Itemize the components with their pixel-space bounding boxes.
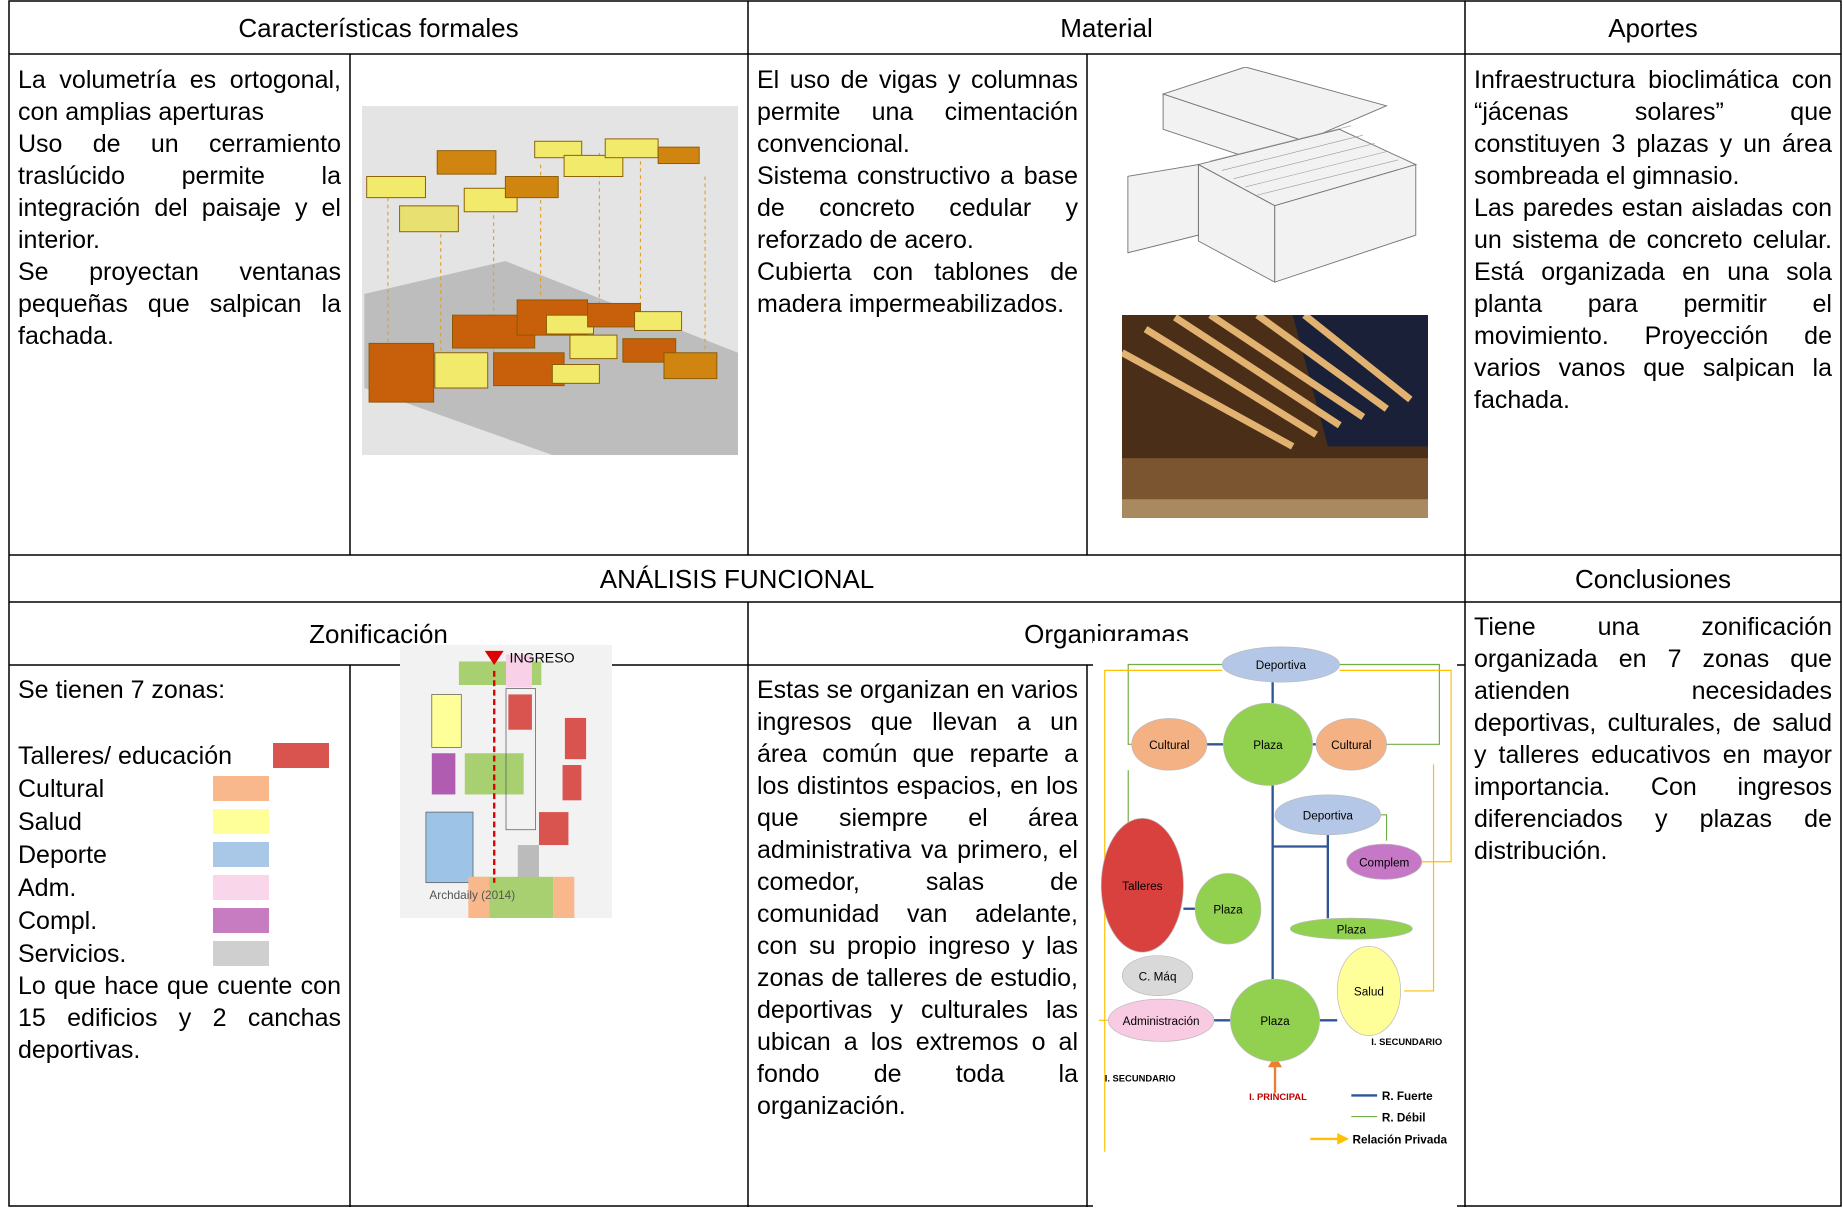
paragraph: Estas se organizan en varios ingresos qu…	[757, 676, 1079, 1120]
zone-list: Talleres/ educación Cultural Salud Deporte A…	[18, 739, 341, 970]
org-node-label: Plaza	[1260, 1015, 1290, 1028]
org-node	[1222, 702, 1313, 786]
paragraph: El uso de vigas y columnas permite una c…	[757, 66, 1078, 158]
header-cell: Aportes	[1608, 12, 1698, 43]
volumetry-image	[362, 106, 738, 455]
section-title: Conclusiones	[1574, 563, 1732, 594]
org-node-label: Plaza	[1253, 739, 1283, 752]
org-node	[1346, 843, 1423, 880]
paragraph: Sistema constructivo a base de concreto …	[757, 162, 1078, 254]
section-title: Zonificación	[309, 618, 448, 649]
org-legend: R. Débil	[1382, 1111, 1426, 1124]
org-node	[1122, 955, 1194, 996]
zone-swatch	[213, 776, 269, 801]
paragraph: Las paredes estan aisladas con un sistem…	[1474, 194, 1832, 414]
org-legend: Relación Privada	[1352, 1134, 1447, 1147]
axonometric-image	[1122, 67, 1424, 308]
org-node	[1194, 873, 1262, 945]
header-cell: Características formales	[238, 12, 519, 43]
section-title: ANÁLISIS FUNCIONAL	[599, 563, 875, 594]
zone-row: Cultural	[18, 772, 341, 805]
zone-swatch	[213, 875, 269, 900]
header-cell: Material	[1060, 12, 1153, 43]
zone-label: Servicios.	[18, 939, 127, 968]
zone-swatch	[213, 941, 269, 966]
org-node-label: Complem	[1359, 856, 1409, 869]
paragraph: Tiene una zonificación organizada en 7 z…	[1474, 613, 1832, 865]
text-cell: Infraestructura bioclimática con “jácena…	[1465, 60, 1841, 420]
org-node-label: C. Máq	[1139, 970, 1177, 983]
org-node	[1289, 917, 1413, 940]
zone-label: Salud	[18, 807, 82, 836]
map-label: INGRESO	[510, 650, 575, 666]
org-node	[1230, 978, 1320, 1062]
text-cell: El uso de vigas y columnas permite una c…	[748, 60, 1087, 324]
paragraph: Lo que hace que cuente con 15 edificios …	[18, 972, 341, 1064]
org-note: I. SECUNDARIO	[1371, 1036, 1442, 1047]
org-node-label: Administración	[1123, 1015, 1200, 1028]
zone-row: Deporte	[18, 838, 341, 871]
org-node-label: Cultural	[1149, 739, 1189, 752]
org-node	[1336, 945, 1401, 1036]
zone-label: Adm.	[18, 873, 77, 902]
organigram: Deportiva Cultural Plaza Cultural Deportiva T…	[1093, 641, 1457, 1207]
zone-label: Compl.	[18, 906, 98, 935]
org-node-label: Deportiva	[1256, 659, 1307, 672]
paragraph: La volumetría es ortogonal, con amplias …	[18, 66, 341, 126]
org-node	[1315, 718, 1387, 771]
org-node	[1274, 794, 1382, 836]
org-node-label: Talleres	[1122, 880, 1163, 893]
org-node	[1100, 817, 1184, 953]
paragraph: Se proyectan ventanas pequeñas que salpi…	[18, 258, 341, 350]
zone-swatch	[213, 908, 269, 933]
paragraph: Cubierta con tablones de madera impermea…	[757, 258, 1078, 318]
zone-row: Salud	[18, 805, 341, 838]
org-node-label: Plaza	[1213, 903, 1243, 916]
org-node-label: Deportiva	[1303, 809, 1354, 822]
zoning-text: Se tienen 7 zonas: Talleres/ educación Cu…	[9, 670, 350, 1070]
org-node-label: Cultural	[1331, 739, 1371, 752]
org-node-label: Salud	[1354, 986, 1384, 999]
zone-label: Deporte	[18, 840, 107, 869]
org-note: I. SECUNDARIO	[1105, 1072, 1176, 1083]
text-cell: La volumetría es ortogonal, con amplias …	[9, 60, 350, 356]
org-node-label: Plaza	[1337, 923, 1367, 936]
zone-swatch	[273, 743, 329, 768]
zone-label: Talleres/ educación	[18, 741, 233, 770]
photo-image	[1122, 315, 1428, 518]
org-node	[1107, 998, 1215, 1042]
org-node	[1131, 718, 1208, 771]
paragraph: Uso de un cerramiento traslúcido permite…	[18, 130, 341, 254]
zone-swatch	[213, 842, 269, 867]
zone-label: Cultural	[18, 774, 105, 803]
org-note: I. PRINCIPAL	[1249, 1091, 1307, 1102]
paragraph: Infraestructura bioclimática con “jácena…	[1474, 66, 1832, 190]
map-source: Archdaily (2014)	[429, 889, 515, 902]
organigram-text: Estas se organizan en varios ingresos qu…	[748, 670, 1087, 1126]
conclusions-text: Tiene una zonificación organizada en 7 z…	[1465, 607, 1841, 871]
zone-row: Compl.	[18, 904, 341, 937]
zoning-map: INGRESONArchdaily (2014)	[400, 645, 612, 918]
zone-row: Adm.	[18, 871, 341, 904]
zone-swatch	[213, 809, 269, 834]
org-legend: R. Fuerte	[1382, 1090, 1433, 1103]
org-node	[1221, 646, 1340, 683]
zone-row: Servicios.	[18, 937, 341, 970]
paragraph: Se tienen 7 zonas:	[18, 676, 226, 704]
zone-row: Talleres/ educación	[18, 739, 341, 772]
